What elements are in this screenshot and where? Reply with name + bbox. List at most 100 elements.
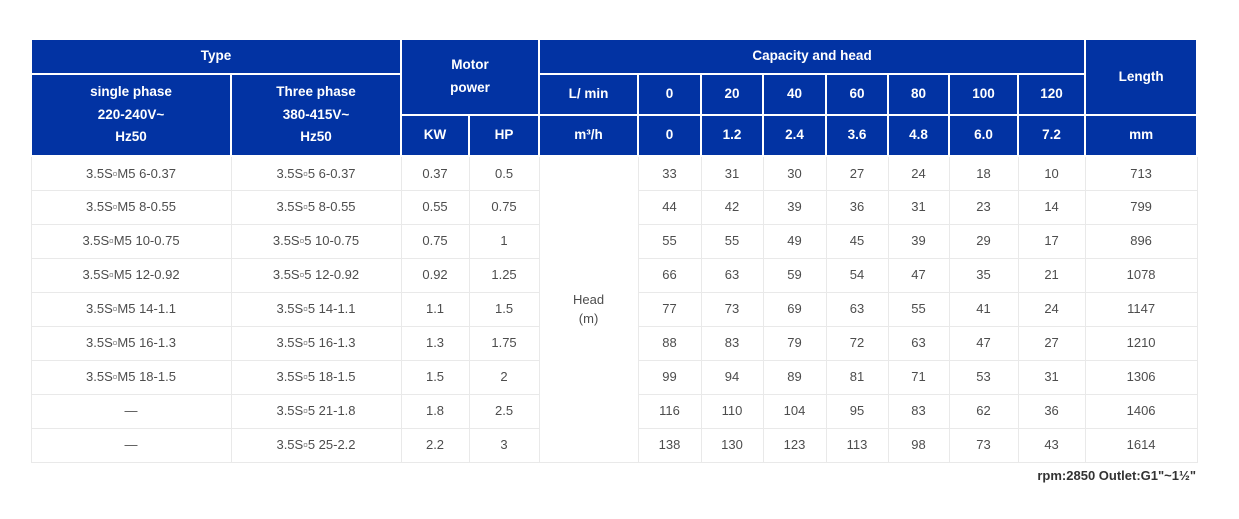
cell-capacity: 39 (887, 223, 950, 259)
cell-capacity: 55 (700, 223, 764, 259)
cell-kw: 1.8 (400, 393, 470, 429)
cell-kw: 0.37 (400, 155, 470, 191)
cell-capacity: 42 (700, 189, 764, 225)
cell-capacity: 89 (762, 359, 827, 395)
cell-three-type: 3.5S▫5 10-0.75 (230, 223, 402, 259)
cell-three-type: 3.5S▫5 14-1.1 (230, 291, 402, 327)
cell-three-type: 3.5S▫5 25-2.2 (230, 427, 402, 463)
header-three-phase: Three phase 380-415V~ Hz50 (229, 73, 403, 157)
cell-hp: 1.5 (468, 291, 540, 327)
cell-capacity: 55 (887, 291, 950, 327)
cell-capacity: 95 (825, 393, 889, 429)
cell-single-type: 3.5S▫M5 16-1.3 (30, 325, 232, 361)
cell-capacity: 17 (1017, 223, 1086, 259)
cell-capacity: 99 (637, 359, 702, 395)
cell-capacity: 30 (762, 155, 827, 191)
header-type: Type (29, 38, 403, 75)
header-motor-power: Motor power (400, 38, 541, 116)
cell-capacity: 41 (948, 291, 1019, 327)
cell-capacity: 35 (948, 257, 1019, 293)
cell-capacity: 83 (887, 393, 950, 429)
cell-length: 1210 (1084, 325, 1198, 361)
cell-capacity: 27 (1017, 325, 1086, 361)
cell-single-type: — (30, 427, 232, 463)
cell-capacity: 130 (700, 427, 764, 463)
cell-capacity: 18 (948, 155, 1019, 191)
header-m3h-value: 1.2 (700, 114, 765, 157)
cell-capacity: 73 (948, 427, 1019, 463)
header-lmin-value: 60 (825, 73, 890, 116)
cell-single-type: 3.5S▫M5 8-0.55 (30, 189, 232, 225)
header-lmin-value: 40 (762, 73, 828, 116)
cell-capacity: 77 (637, 291, 702, 327)
cell-hp: 1.25 (468, 257, 540, 293)
cell-capacity: 55 (637, 223, 702, 259)
table-row: 3.5S▫M5 12-0.92 3.5S▫5 12-0.92 0.92 1.25… (30, 257, 1198, 293)
cell-capacity: 33 (637, 155, 702, 191)
cell-single-type: 3.5S▫M5 14-1.1 (30, 291, 232, 327)
cell-capacity: 47 (948, 325, 1019, 361)
header-length: Length (1084, 38, 1199, 116)
cell-capacity: 47 (887, 257, 950, 293)
cell-single-type: 3.5S▫M5 12-0.92 (30, 257, 232, 293)
cell-capacity: 29 (948, 223, 1019, 259)
header-mm: mm (1084, 114, 1199, 157)
cell-three-type: 3.5S▫5 16-1.3 (230, 325, 402, 361)
cell-hp: 1.75 (468, 325, 540, 361)
cell-capacity: 24 (1017, 291, 1086, 327)
cell-kw: 0.55 (400, 189, 470, 225)
cell-capacity: 72 (825, 325, 889, 361)
cell-capacity: 116 (637, 393, 702, 429)
cell-length: 713 (1084, 155, 1198, 191)
header-lmin-value: 0 (637, 73, 703, 116)
cell-capacity: 43 (1017, 427, 1086, 463)
cell-capacity: 81 (825, 359, 889, 395)
cell-capacity: 39 (762, 189, 827, 225)
cell-three-type: 3.5S▫5 21-1.8 (230, 393, 402, 429)
cell-capacity: 71 (887, 359, 950, 395)
table-row: — 3.5S▫5 25-2.2 2.2 3 138 130 123 113 98… (30, 427, 1198, 463)
cell-kw: 0.75 (400, 223, 470, 259)
cell-capacity: 36 (825, 189, 889, 225)
cell-three-type: 3.5S▫5 18-1.5 (230, 359, 402, 395)
header-m3h-value: 2.4 (762, 114, 828, 157)
header-single-phase: single phase 220-240V~ Hz50 (30, 73, 232, 157)
cell-length: 1614 (1084, 427, 1198, 463)
header-capacity-and-head: Capacity and head (538, 38, 1087, 75)
cell-capacity: 31 (700, 155, 764, 191)
cell-single-type: 3.5S▫M5 6-0.37 (30, 155, 232, 191)
cell-hp: 0.75 (468, 189, 540, 225)
cell-capacity: 79 (762, 325, 827, 361)
cell-kw: 1.3 (400, 325, 470, 361)
cell-length: 1078 (1084, 257, 1198, 293)
header-m3h-label: m³/h (538, 114, 640, 157)
table-row: 3.5S▫M5 6-0.37 3.5S▫5 6-0.37 0.37 0.5 He… (30, 155, 1198, 463)
header-hp: HP (468, 114, 541, 157)
cell-hp: 1 (468, 223, 540, 259)
cell-capacity: 113 (825, 427, 889, 463)
cell-capacity: 63 (825, 291, 889, 327)
cell-capacity: 138 (637, 427, 702, 463)
cell-length: 1306 (1084, 359, 1198, 395)
header-lmin-value: 20 (700, 73, 765, 116)
cell-capacity: 53 (948, 359, 1019, 395)
cell-capacity: 31 (1017, 359, 1086, 395)
header-lmin-label: L/ min (538, 73, 640, 116)
cell-single-type: — (30, 393, 232, 429)
cell-capacity: 62 (948, 393, 1019, 429)
cell-capacity: 27 (825, 155, 889, 191)
header-lmin-value: 120 (1017, 73, 1087, 116)
header-m3h-value: 3.6 (825, 114, 890, 157)
header-m3h-value: 4.8 (887, 114, 951, 157)
table-row: — 3.5S▫5 21-1.8 1.8 2.5 116 110 104 95 8… (30, 393, 1198, 429)
cell-three-type: 3.5S▫5 8-0.55 (230, 189, 402, 225)
header-lmin-value: 80 (887, 73, 951, 116)
cell-capacity: 88 (637, 325, 702, 361)
table-row: 3.5S▫M5 18-1.5 3.5S▫5 18-1.5 1.5 2 99 94… (30, 359, 1198, 395)
cell-hp: 2.5 (468, 393, 540, 429)
cell-hp: 2 (468, 359, 540, 395)
cell-length: 896 (1084, 223, 1198, 259)
cell-capacity: 49 (762, 223, 827, 259)
cell-single-type: 3.5S▫M5 18-1.5 (30, 359, 232, 395)
